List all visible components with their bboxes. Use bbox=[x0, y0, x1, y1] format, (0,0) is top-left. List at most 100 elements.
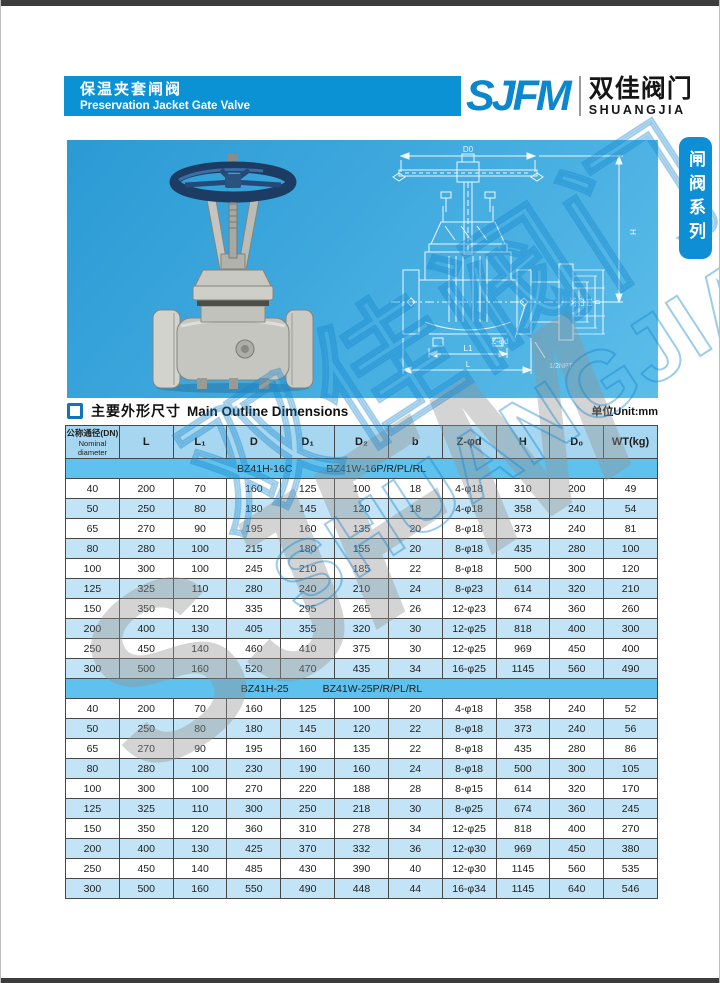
header-cell: b bbox=[387, 425, 443, 459]
model-name-left: BZ41H-25 bbox=[240, 682, 289, 695]
table-cell: 160 bbox=[172, 658, 228, 679]
table-cell: 40 bbox=[65, 698, 120, 719]
table-cell: 8-φ15 bbox=[441, 778, 497, 799]
model-row: BZ41H-25 BZ41W-25P/R/PL/RL bbox=[65, 678, 658, 699]
table-cell: 320 bbox=[334, 618, 389, 639]
table-cell: 100 bbox=[65, 558, 120, 579]
header-cell: Z-φd bbox=[441, 425, 497, 459]
table-cell: 280 bbox=[118, 758, 174, 779]
table-cell: 120 bbox=[172, 818, 228, 839]
table-cell: 300 bbox=[226, 798, 282, 819]
table-cell: 300 bbox=[549, 558, 605, 579]
table-cell: 230 bbox=[226, 758, 282, 779]
table-cell: 188 bbox=[334, 778, 389, 799]
model-name-left: BZ41H-16C bbox=[236, 462, 293, 475]
table-cell: 270 bbox=[118, 518, 174, 539]
table-cell: 80 bbox=[65, 758, 120, 779]
table-cell: 400 bbox=[118, 838, 174, 859]
table-cell: 195 bbox=[226, 738, 282, 759]
table-cell: 100 bbox=[334, 698, 389, 719]
table-cell: 245 bbox=[226, 558, 282, 579]
table-cell: 120 bbox=[334, 498, 389, 519]
dimensions-section-header: 主要外形尺寸 Main Outline Dimensions 单位Unit:mm bbox=[67, 402, 658, 420]
header-cell: D₁ bbox=[280, 425, 336, 459]
table-row: 300 500 160 520 470 435 34 16-φ25 1145 560 490 bbox=[65, 658, 658, 679]
page-bottom-edge bbox=[1, 978, 719, 983]
dim-label-l: L bbox=[466, 360, 471, 369]
table-cell: 500 bbox=[118, 658, 174, 679]
table-row: 80 280 100 215 180 155 20 8-φ18 435 280 100 bbox=[65, 538, 658, 559]
table-cell: 450 bbox=[118, 638, 174, 659]
table-cell: 135 bbox=[334, 518, 389, 539]
table-row: 40 200 70 160 125 100 18 4-φ18 310 200 49 bbox=[65, 478, 658, 499]
table-cell: 245 bbox=[603, 798, 658, 819]
table-cell: 8-φ18 bbox=[441, 558, 497, 579]
table-cell: 30 bbox=[387, 638, 443, 659]
table-cell: 8-φ18 bbox=[441, 518, 497, 539]
table-cell: 818 bbox=[495, 818, 551, 839]
table-cell: 448 bbox=[334, 878, 389, 899]
table-cell: 969 bbox=[495, 838, 551, 859]
table-cell: 300 bbox=[65, 878, 120, 899]
page-title-bar: 保温夹套闸阀 Preservation Jacket Gate Valve bbox=[64, 76, 461, 116]
table-cell: 969 bbox=[495, 638, 551, 659]
table-cell: 8-φ23 bbox=[441, 578, 497, 599]
table-cell: 22 bbox=[387, 558, 443, 579]
table-cell: 12-φ23 bbox=[441, 598, 497, 619]
table-cell: 560 bbox=[549, 658, 605, 679]
table-cell: 560 bbox=[549, 858, 605, 879]
table-cell: 300 bbox=[118, 778, 174, 799]
table-cell: 218 bbox=[334, 798, 389, 819]
table-cell: 350 bbox=[118, 598, 174, 619]
dim-label-h: H bbox=[628, 229, 637, 235]
table-cell: 160 bbox=[280, 518, 336, 539]
table-cell: 280 bbox=[549, 738, 605, 759]
table-cell: 8-φ18 bbox=[441, 538, 497, 559]
header-dn-en: Nominal diameter bbox=[77, 438, 107, 457]
table-row: 50 250 80 180 145 120 22 8-φ18 373 240 56 bbox=[65, 718, 658, 739]
logo-chinese-name: 双佳阀门 bbox=[588, 74, 693, 103]
table-cell: 12-φ25 bbox=[441, 818, 497, 839]
table-row: 150 350 120 335 295 265 26 12-φ23 674 360 260 bbox=[65, 598, 658, 619]
table-cell: 28 bbox=[387, 778, 443, 799]
table-cell: 140 bbox=[172, 638, 228, 659]
table-cell: 12-φ30 bbox=[441, 838, 497, 859]
table-cell: 200 bbox=[65, 618, 120, 639]
table-row: 250 450 140 485 430 390 40 12-φ30 1145 560 535 bbox=[65, 858, 658, 879]
table-cell: 30 bbox=[387, 618, 443, 639]
table-cell: 105 bbox=[603, 758, 658, 779]
table-cell: 250 bbox=[118, 498, 174, 519]
company-logo: SJFM 双佳阀门 SHUANGJIA bbox=[466, 74, 693, 118]
table-cell: 150 bbox=[65, 818, 120, 839]
table-cell: 614 bbox=[495, 578, 551, 599]
table-cell: 100 bbox=[172, 558, 228, 579]
table-cell: 375 bbox=[334, 638, 389, 659]
table-cell: 325 bbox=[118, 798, 174, 819]
table-cell: 22 bbox=[387, 718, 443, 739]
table-cell: 358 bbox=[495, 498, 551, 519]
table-cell: 125 bbox=[65, 798, 120, 819]
table-cell: 380 bbox=[603, 838, 658, 859]
table-cell: 250 bbox=[280, 798, 336, 819]
table-cell: 260 bbox=[603, 598, 658, 619]
section-square-icon bbox=[67, 403, 83, 419]
table-row: 125 325 110 280 240 210 24 8-φ23 614 320 210 bbox=[65, 578, 658, 599]
header-cell: H bbox=[495, 425, 551, 459]
table-cell: 240 bbox=[549, 718, 605, 739]
table-cell: 210 bbox=[280, 558, 336, 579]
table-cell: 130 bbox=[172, 838, 228, 859]
table-cell: 12-φ25 bbox=[441, 618, 497, 639]
logo-divider bbox=[578, 76, 581, 116]
table-cell: 485 bbox=[226, 858, 282, 879]
table-cell: 400 bbox=[118, 618, 174, 639]
header-cell: D₀ bbox=[549, 425, 605, 459]
table-cell: 546 bbox=[603, 878, 658, 899]
table-cell: 360 bbox=[226, 818, 282, 839]
table-cell: 310 bbox=[495, 478, 551, 499]
dim-label-d0: D0 bbox=[463, 145, 474, 154]
table-cell: 4-φ18 bbox=[441, 698, 497, 719]
table-cell: 500 bbox=[118, 878, 174, 899]
table-cell: 100 bbox=[603, 538, 658, 559]
table-cell: 26 bbox=[387, 598, 443, 619]
table-cell: 240 bbox=[549, 698, 605, 719]
